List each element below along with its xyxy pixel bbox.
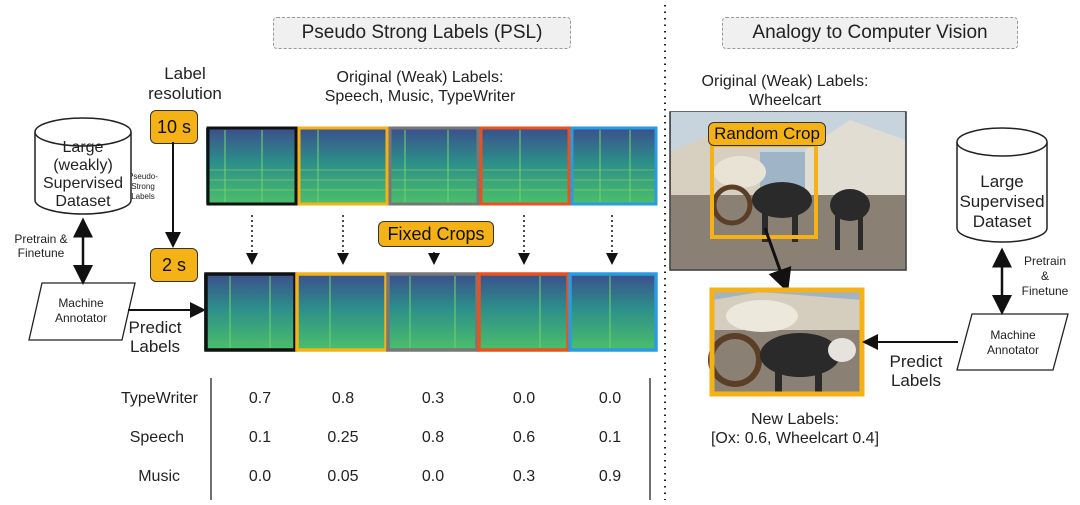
row-label-typewriter: TypeWriter [120, 390, 198, 407]
original-weak-labels: Original (Weak) Labels: Speech, Music, T… [324, 69, 516, 105]
label-resolution: Label resolution [148, 64, 222, 103]
table-cell: 0.0 [598, 390, 622, 407]
table-cell: 0.7 [248, 390, 272, 407]
top-spectrogram [206, 126, 658, 206]
pretrain-left-label: Pretrain & Finetune [14, 232, 68, 260]
dataset-left-label: Large (weakly) Supervised Dataset [42, 139, 124, 210]
table-cell: 0.8 [331, 390, 355, 407]
table-cell: 0.1 [598, 429, 622, 446]
dataset-cylinder-left [34, 117, 132, 215]
fixed-crops-badge: Fixed Crops [378, 221, 494, 247]
table-cell: 0.6 [512, 429, 536, 446]
resolution-2s: 2 s [150, 248, 198, 282]
cv-original-labels: Original (Weak) Labels: Wheelcart [701, 73, 869, 109]
cv-title: Analogy to Computer Vision [722, 17, 1018, 49]
table-cell: 0.05 [327, 468, 359, 485]
table-cell: 0.3 [512, 468, 536, 485]
annotator-shape-left [28, 282, 136, 341]
predict-left-label: Predict Labels [128, 318, 182, 356]
table-cell: 0.3 [421, 390, 445, 407]
cart-photo-crop [708, 287, 865, 397]
table-cell: 0.1 [248, 429, 272, 446]
table-cell: 0.9 [598, 468, 622, 485]
bottom-spectrogram [204, 272, 658, 352]
table-cell: 0.0 [248, 468, 272, 485]
dataset-right-label: Large Supervised Dataset [959, 172, 1045, 231]
table-cell: 0.25 [327, 429, 359, 446]
pseudo-strong-labels-note: Pseudo- Strong Labels [128, 172, 158, 201]
row-label-speech: Speech [129, 429, 184, 446]
dataset-cylinder-right [956, 127, 1048, 243]
table-cell: 0.0 [421, 468, 445, 485]
predict-right-label: Predict Labels [889, 352, 943, 390]
pretrain-right-label: Pretrain & Finetune [1021, 254, 1069, 298]
row-label-music: Music [138, 468, 180, 485]
annotator-left-label: Machine Annotator [54, 296, 108, 325]
annotator-right-label: Machine Annotator [986, 328, 1040, 357]
annotator-shape-right [956, 313, 1069, 371]
new-labels: New Labels: [Ox: 0.6, Wheelcart 0.4] [710, 411, 880, 447]
random-crop-badge: Random Crop [708, 122, 826, 146]
table-cell: 0.0 [512, 390, 536, 407]
table-cell: 0.8 [421, 429, 445, 446]
psl-title: Pseudo Strong Labels (PSL) [273, 17, 571, 49]
